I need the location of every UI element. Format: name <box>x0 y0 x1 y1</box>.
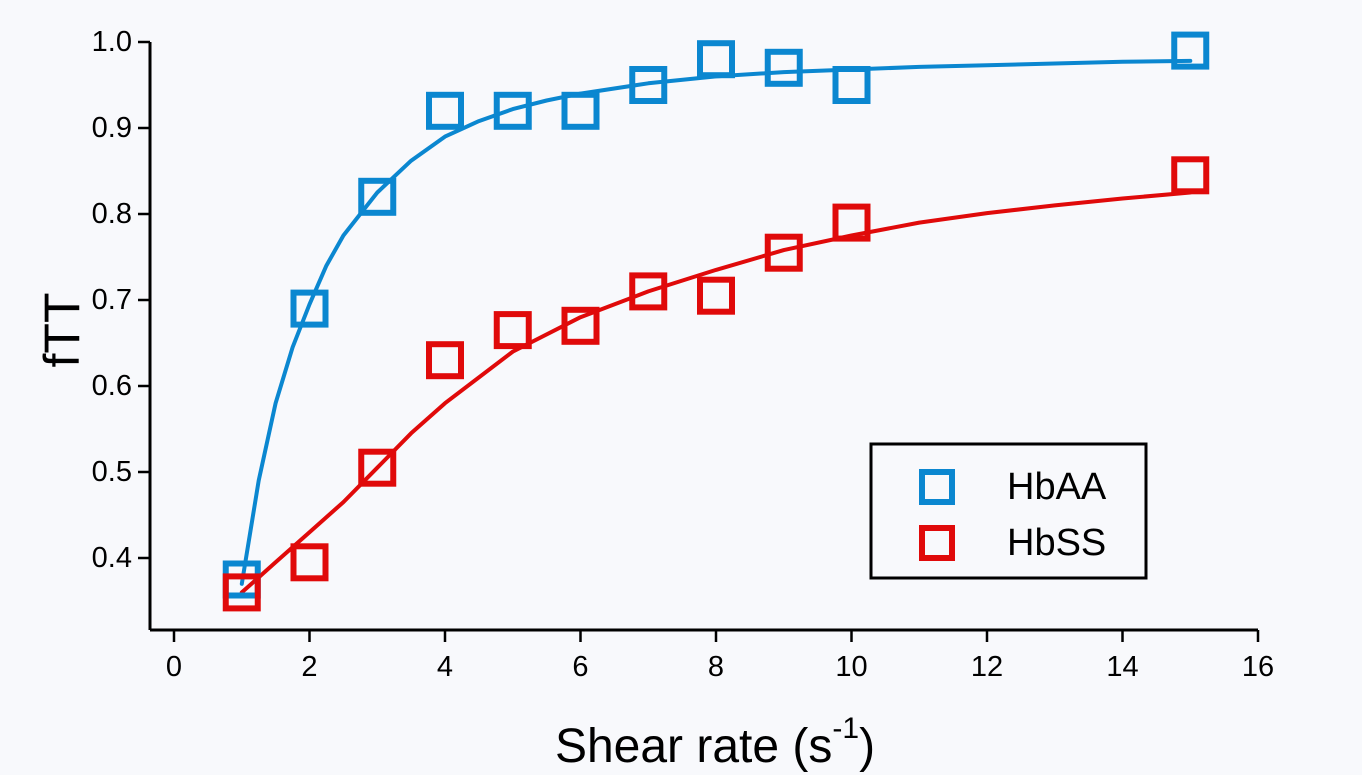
x-ticks: 0 2 4 6 8 10 12 14 16 <box>166 630 1274 683</box>
x-tick-label: 8 <box>708 651 724 683</box>
fit-line-hbss <box>239 190 1193 595</box>
data-point-hbaa <box>561 91 600 130</box>
x-tick-label: 16 <box>1242 651 1274 683</box>
legend-marker-hbaa <box>919 469 955 505</box>
fit-lines <box>239 58 1193 595</box>
data-point-hbss <box>358 448 397 487</box>
legend-box <box>869 442 1148 580</box>
y-tick-label: 0.8 <box>92 198 132 230</box>
legend-label-hbaa: HbAA <box>1007 466 1107 508</box>
x-tick-label: 4 <box>437 651 453 683</box>
data-point-hbaa <box>832 66 871 104</box>
legend: HbAA HbSS <box>869 442 1148 580</box>
x-tick-label: 2 <box>301 651 317 683</box>
data-point-hbss <box>290 543 329 582</box>
data-point-hbss <box>629 272 668 311</box>
data-point-hbss <box>493 311 532 350</box>
y-axis-title: fTT <box>34 293 90 368</box>
y-tick-label: 0.9 <box>92 112 132 144</box>
data-point-hbss <box>764 233 803 272</box>
data-point-hbss <box>697 276 735 315</box>
data-point-hbaa <box>764 48 803 87</box>
data-point-hbaa <box>1171 31 1210 70</box>
x-axis-title: Shear rate (s-1) <box>555 712 875 773</box>
y-tick-label: 1.0 <box>92 26 132 58</box>
legend-marker-hbss <box>919 525 955 561</box>
x-tick-label: 0 <box>166 651 182 683</box>
y-ticks: 0.4 0.5 0.6 0.7 0.8 0.9 1.0 <box>92 26 150 574</box>
x-tick-label: 6 <box>572 651 588 683</box>
x-axis-title-main: Shear rate (s <box>555 720 832 773</box>
x-tick-label: 12 <box>971 651 1003 683</box>
y-tick-label: 0.4 <box>92 542 132 574</box>
y-tick-label: 0.7 <box>92 284 132 316</box>
y-tick-label: 0.5 <box>92 456 132 488</box>
markers <box>222 31 1210 612</box>
data-point-hbss <box>222 573 261 612</box>
axes <box>148 42 1258 632</box>
legend-entries: HbAA HbSS <box>919 466 1107 564</box>
y-tick-label: 0.6 <box>92 370 132 402</box>
data-point-hbss <box>832 203 871 242</box>
x-tick-label: 10 <box>835 651 867 683</box>
data-point-hbss <box>561 306 600 345</box>
x-axis-title-superscript: -1 <box>832 712 859 745</box>
data-point-hbaa <box>629 66 668 104</box>
x-tick-label: 14 <box>1106 651 1138 683</box>
data-point-hbaa <box>290 289 329 328</box>
x-axis-title-suffix: ) <box>859 720 875 773</box>
data-point-hbss <box>1171 156 1210 195</box>
data-point-hbaa <box>358 177 397 216</box>
data-point-hbss <box>426 341 464 380</box>
data-point-hbaa <box>426 91 464 130</box>
data-point-hbaa <box>697 40 735 79</box>
data-point-hbaa <box>493 91 532 130</box>
legend-label-hbss: HbSS <box>1007 522 1106 564</box>
